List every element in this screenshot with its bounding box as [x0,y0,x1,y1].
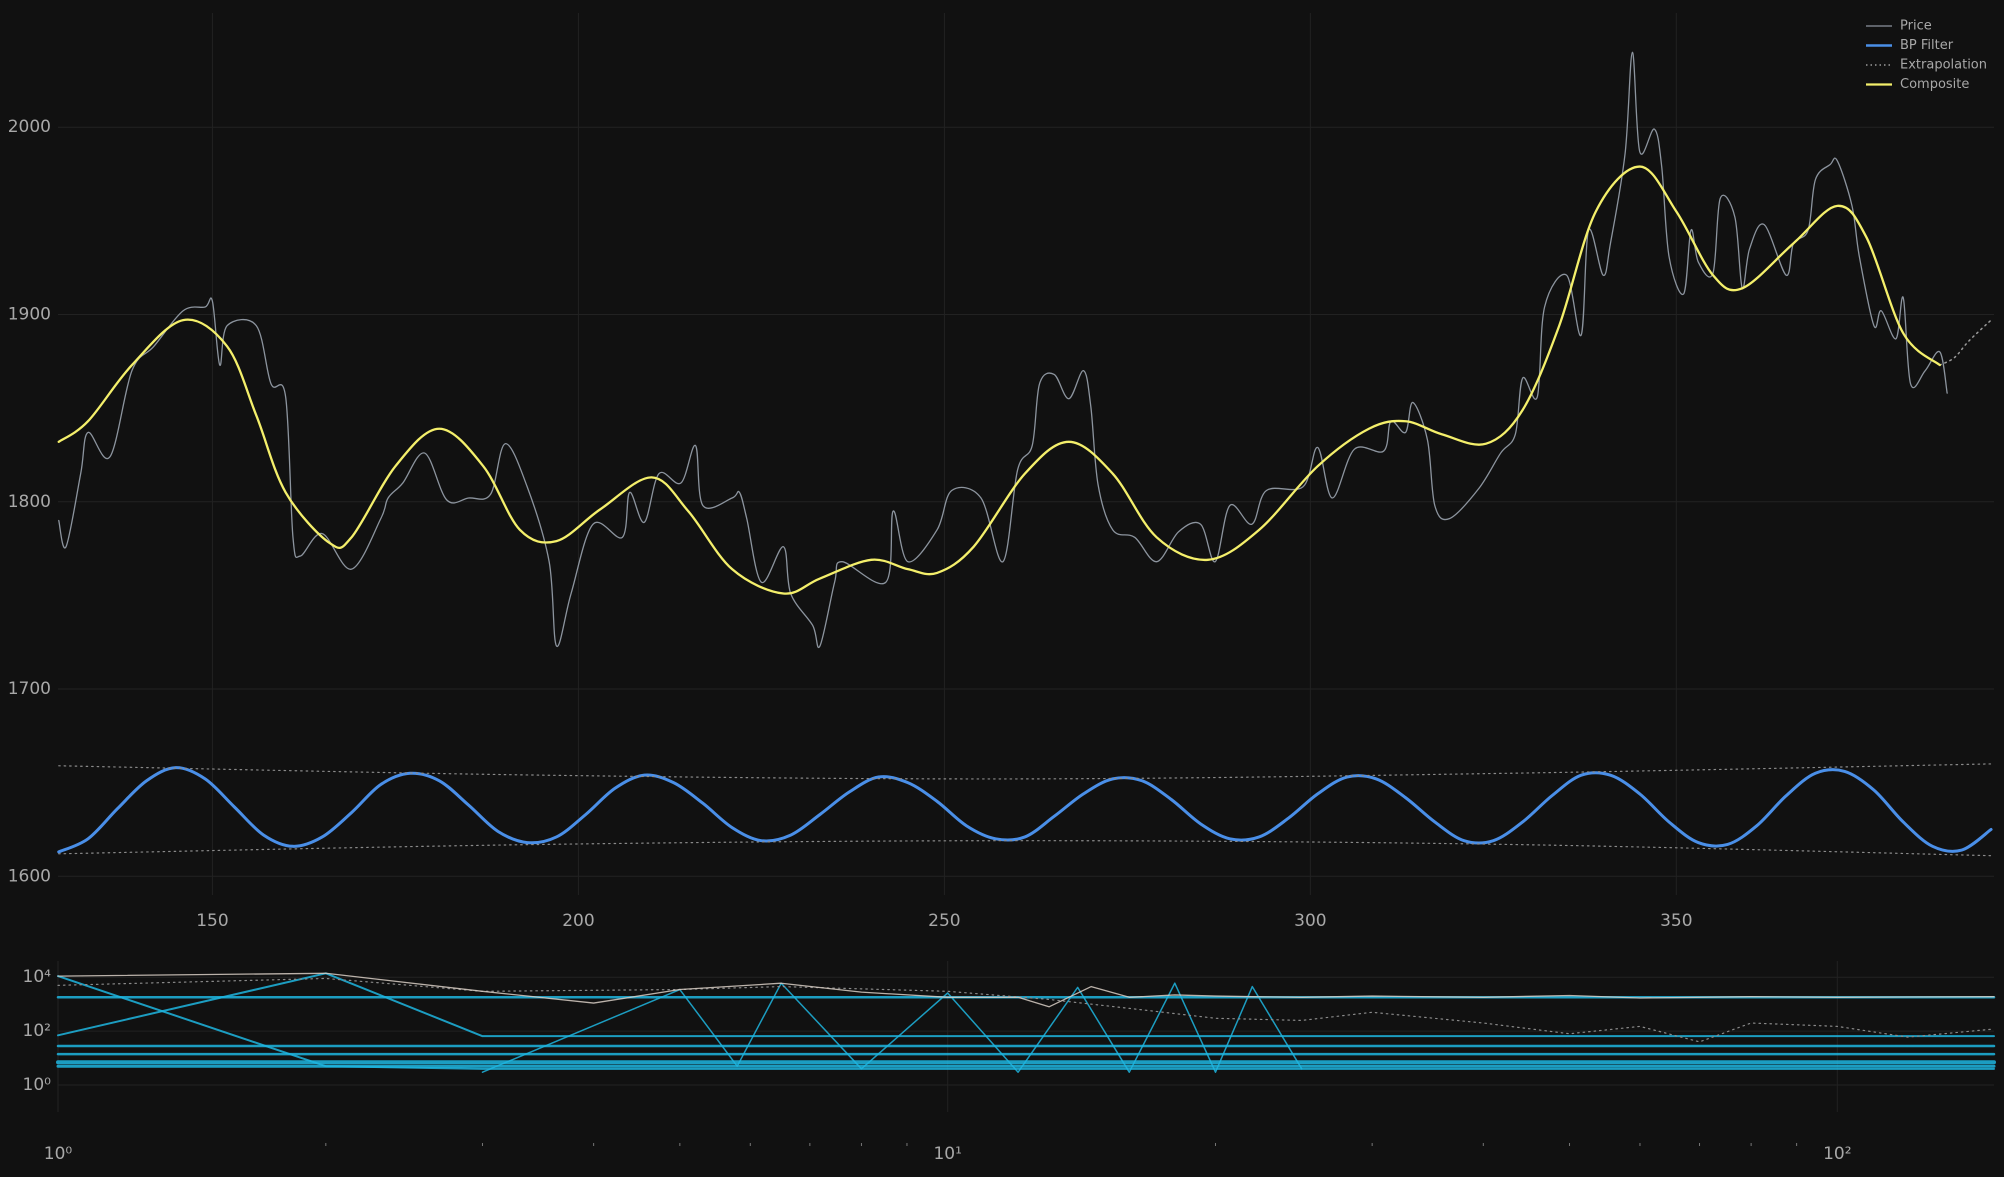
y-tick-label: 1600 [8,866,51,886]
x-tick-label: 10² [1823,1144,1851,1164]
series-line [58,51,1948,649]
series-line [57,766,1993,854]
x-tick-label: 10¹ [933,1144,961,1164]
x-tick-label: 250 [928,911,960,931]
legend-label: Extrapolation [1900,58,1987,73]
x-tick-label: 200 [562,911,594,931]
y-tick-label: 10² [23,1021,51,1041]
y-tick-label: 10⁰ [23,1075,52,1095]
legend-label: Composite [1900,77,1969,92]
y-tick-label: 10⁴ [23,967,52,987]
y-tick-label: 1800 [8,492,51,512]
y-tick-label: 1700 [8,679,51,699]
y-tick-label: 2000 [8,117,51,137]
x-tick-label: 300 [1294,911,1326,931]
x-tick-label: 10⁰ [44,1144,73,1164]
series-line [1939,319,1992,366]
series-line [57,972,1995,1038]
series-line [481,982,1303,1073]
series-line [57,165,1941,595]
x-tick-label: 150 [196,911,228,931]
series-line [57,972,1995,1008]
x-tick-label: 350 [1660,911,1692,931]
y-tick-label: 1900 [8,304,51,324]
series-line [57,975,1995,1070]
legend-label: BP Filter [1900,38,1954,53]
legend-label: Price [1900,19,1932,34]
